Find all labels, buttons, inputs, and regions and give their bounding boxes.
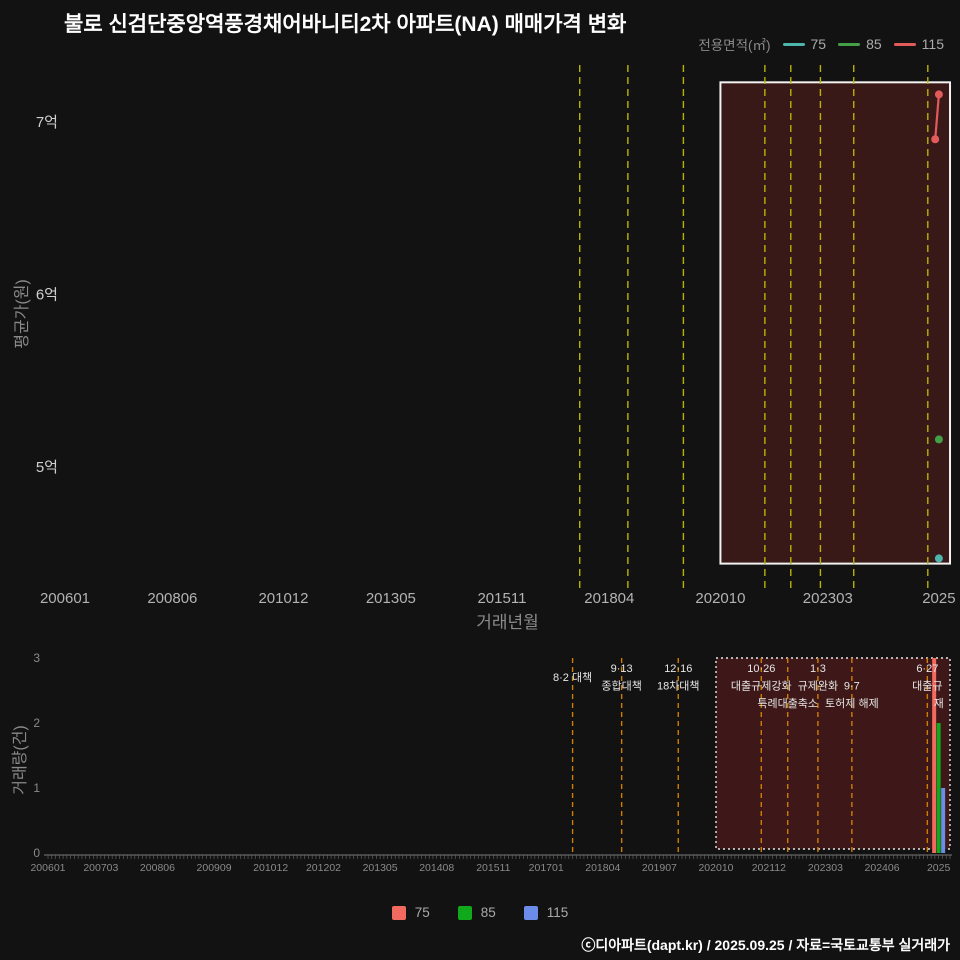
volume-x-tick-label: 200909 — [197, 862, 232, 874]
legend-label: 85 — [480, 905, 496, 920]
price-series-line-115 — [934, 94, 941, 140]
volume-y-axis-title: 거래량(건) — [12, 725, 29, 795]
price-point-115 — [934, 90, 943, 99]
price-x-tick-label: 200601 — [40, 590, 90, 607]
footer-credit: ⓒ디아파트(dapt.kr) / 2025.09.25 / 자료=국토교통부 실… — [581, 937, 950, 953]
size-legend: 75 85 115 — [0, 905, 960, 920]
legend-swatch-icon — [523, 905, 538, 920]
volume-x-tick-label: 202112 — [752, 862, 786, 874]
price-x-tick-label: 201804 — [584, 590, 634, 607]
volume-legend-item-85[interactable]: 85 — [457, 905, 496, 920]
page-title: 불로 신검단중앙역풍경채어바니티2차 아파트(NA) 매매가격 변화 — [64, 13, 627, 36]
legend-label: 115 — [546, 905, 569, 920]
volume-x-tick-label: 200601 — [30, 862, 65, 874]
price-x-axis-title: 거래년월 — [476, 613, 539, 632]
price-y-axis-title: 평균가(원) — [14, 279, 31, 349]
volume-x-tick-label: 201701 — [529, 862, 564, 874]
price-point-115 — [931, 135, 940, 144]
policy-annotation: 종합대책 — [601, 680, 641, 693]
policy-annotation: 대출규제강화 — [731, 680, 792, 693]
policy-annotation: 8·2 대책 — [553, 671, 592, 684]
price-x-tick-label: 202303 — [803, 590, 853, 607]
volume-x-tick-label: 200806 — [140, 862, 175, 874]
price-x-tick-label: 200806 — [147, 590, 197, 607]
volume-bar-85 — [936, 723, 941, 853]
legend-line-marker-icon — [893, 42, 916, 46]
legend-label: 115 — [921, 36, 944, 52]
price-point-75 — [934, 554, 943, 563]
policy-annotation: 9·7 — [844, 681, 860, 693]
price-x-tick-label: 201012 — [258, 590, 308, 607]
volume-x-tick-label: 201202 — [306, 862, 341, 874]
volume-x-tick-label: 201305 — [363, 862, 398, 874]
policy-annotation: 특례대출축소 — [757, 697, 818, 710]
volume-legend-item-115[interactable]: 115 — [523, 905, 569, 920]
legend-label: 85 — [866, 36, 882, 52]
policy-annotation: 18차대책 — [657, 680, 700, 693]
price-x-tick-label: 202010 — [695, 590, 745, 607]
legend-swatch-icon — [457, 905, 472, 920]
legend-line-marker-icon — [838, 42, 861, 46]
policy-annotation: 1·3 — [810, 663, 826, 675]
volume-y-tick-label: 1 — [33, 781, 40, 795]
volume-x-tick-label: 2025 — [927, 862, 951, 874]
volume-x-tick-label: 201511 — [476, 862, 510, 874]
legend-line-marker-icon — [782, 42, 805, 46]
policy-annotation: 대출규 — [912, 680, 942, 693]
policy-annotation: 토허제 해제 — [825, 696, 879, 710]
volume-highlight-box — [715, 657, 951, 850]
price-legend-item-75[interactable]: 75 — [782, 36, 827, 52]
price-y-tick-label: 5억 — [36, 459, 58, 476]
price-x-tick-label: 201511 — [477, 590, 526, 607]
price-y-tick-label: 6억 — [36, 287, 58, 304]
volume-x-tick-label: 201012 — [253, 862, 288, 874]
volume-x-tick-label: 202010 — [698, 862, 733, 874]
legend-label: 75 — [810, 36, 827, 52]
area-legend-title: 전용면적(㎡) — [698, 38, 771, 53]
volume-bar-75 — [932, 658, 937, 853]
legend-swatch-icon — [391, 905, 406, 920]
policy-annotation: 6·27 — [916, 663, 938, 675]
policy-annotation: 9·13 — [611, 663, 633, 675]
volume-y-tick-label: 3 — [33, 651, 40, 665]
volume-x-tick-label: 201907 — [642, 862, 677, 874]
price-x-tick-label: 201305 — [366, 590, 416, 607]
price-point-85 — [934, 435, 943, 444]
volume-y-tick-label: 0 — [33, 846, 40, 860]
volume-bar-115 — [941, 788, 946, 853]
price-legend-item-115[interactable]: 115 — [893, 36, 944, 52]
volume-x-tick-label: 201408 — [419, 862, 454, 874]
volume-x-tick-label: 202303 — [808, 862, 843, 874]
volume-legend-item-75[interactable]: 75 — [391, 905, 430, 920]
legend-label: 75 — [414, 905, 430, 920]
area-legend: 전용면적(㎡) 75 85 115 — [698, 34, 944, 54]
price-legend-item-85[interactable]: 85 — [838, 36, 882, 52]
policy-annotation: 10·26 — [747, 663, 775, 675]
policy-annotation: 규제완화 — [798, 680, 838, 693]
volume-x-tick-label: 202406 — [865, 862, 900, 874]
policy-annotation: 재 — [934, 697, 944, 710]
price-x-tick-label: 2025 — [922, 590, 955, 607]
volume-y-tick-label: 2 — [33, 716, 40, 730]
price-highlight-box — [719, 81, 952, 565]
volume-x-tick-label: 201804 — [585, 862, 620, 874]
volume-x-tick-label: 200703 — [83, 862, 118, 874]
policy-annotation: 12·16 — [664, 663, 692, 675]
price-y-tick-label: 7억 — [36, 114, 58, 131]
